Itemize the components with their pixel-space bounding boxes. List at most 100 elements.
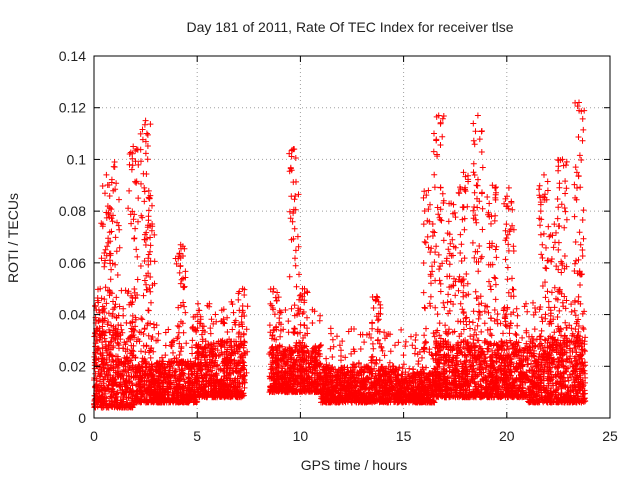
- data-point: [328, 330, 334, 337]
- data-point: [441, 304, 448, 311]
- data-point: [528, 360, 535, 367]
- data-point: [120, 345, 126, 352]
- data-point: [572, 326, 579, 333]
- data-point: [457, 300, 464, 307]
- data-point: [368, 334, 374, 341]
- data-point: [329, 336, 336, 343]
- data-point: [467, 333, 474, 340]
- data-point: [531, 326, 538, 333]
- chart-title: Day 181 of 2011, Rate Of TEC Index for r…: [186, 19, 513, 35]
- data-point: [479, 365, 486, 372]
- data-point: [402, 343, 409, 350]
- data-point: [471, 326, 478, 333]
- data-point: [386, 359, 393, 366]
- data-point: [469, 319, 476, 326]
- data-point: [107, 339, 114, 346]
- data-point: [334, 333, 340, 340]
- data-point: [463, 321, 470, 328]
- data-point: [500, 330, 506, 337]
- data-point: [327, 325, 334, 332]
- data-point: [466, 318, 473, 325]
- data-point: [207, 330, 214, 337]
- data-point: [359, 331, 366, 338]
- data-point: [338, 347, 344, 354]
- data-point: [462, 315, 469, 322]
- data-point: [323, 355, 330, 362]
- data-point: [415, 361, 422, 367]
- data-point: [408, 333, 414, 340]
- data-point: [212, 311, 219, 318]
- data-point: [571, 299, 578, 306]
- data-point: [513, 305, 520, 312]
- data-point: [474, 322, 481, 329]
- data-point: [309, 320, 316, 326]
- data-point: [183, 340, 190, 347]
- data-point: [387, 348, 394, 355]
- data-point: [115, 340, 122, 347]
- data-point: [395, 339, 402, 346]
- data-point: [542, 311, 549, 318]
- data-point: [195, 300, 201, 307]
- data-point: [524, 308, 531, 315]
- data-point: [481, 308, 488, 315]
- data-point: [562, 319, 569, 326]
- data-point: [153, 337, 160, 344]
- data-point: [285, 318, 292, 325]
- data-point: [200, 323, 207, 330]
- data-point: [582, 334, 589, 341]
- data-point: [519, 334, 526, 341]
- data-point: [419, 354, 425, 361]
- data-point: [357, 346, 364, 352]
- data-point: [494, 320, 501, 327]
- data-point: [277, 309, 283, 316]
- data-point: [207, 325, 214, 332]
- data-point: [402, 338, 409, 345]
- data-point: [581, 341, 588, 348]
- data-point: [230, 309, 237, 316]
- data-point: [369, 325, 376, 332]
- data-point: [412, 345, 419, 352]
- data-point: [470, 308, 477, 315]
- data-point: [431, 333, 438, 340]
- data-point: [120, 305, 127, 312]
- data-point: [155, 330, 162, 337]
- data-point: [392, 342, 398, 349]
- data-point: [277, 333, 284, 340]
- data-point: [436, 320, 443, 327]
- data-point: [478, 328, 485, 335]
- data-point: [309, 306, 316, 313]
- data-point: [317, 312, 324, 319]
- data-point: [514, 322, 521, 329]
- data-point: [400, 352, 407, 359]
- data-point: [176, 323, 183, 330]
- data-point: [440, 299, 447, 306]
- data-point: [304, 314, 310, 321]
- data-point: [413, 332, 419, 338]
- data-point: [448, 373, 455, 379]
- data-point: [467, 325, 473, 332]
- data-point: [568, 308, 575, 315]
- data-point: [532, 305, 538, 311]
- data-point: [512, 330, 519, 337]
- data-point: [459, 306, 466, 313]
- data-point: [444, 352, 451, 359]
- data-point: [361, 339, 368, 346]
- data-point: [174, 322, 181, 329]
- data-point: [288, 305, 295, 312]
- data-point: [162, 352, 169, 359]
- data-point: [224, 314, 231, 321]
- data-point: [494, 311, 501, 317]
- data-point: [471, 380, 478, 387]
- data-point: [198, 386, 205, 393]
- data-point: [470, 336, 477, 343]
- data-point: [442, 322, 449, 329]
- data-point: [412, 337, 419, 343]
- data-point: [342, 354, 349, 361]
- data-point: [118, 287, 125, 294]
- data-point: [530, 299, 536, 306]
- data-point: [432, 304, 439, 311]
- data-point: [558, 332, 564, 339]
- data-point: [484, 303, 491, 310]
- data-point: [162, 342, 169, 349]
